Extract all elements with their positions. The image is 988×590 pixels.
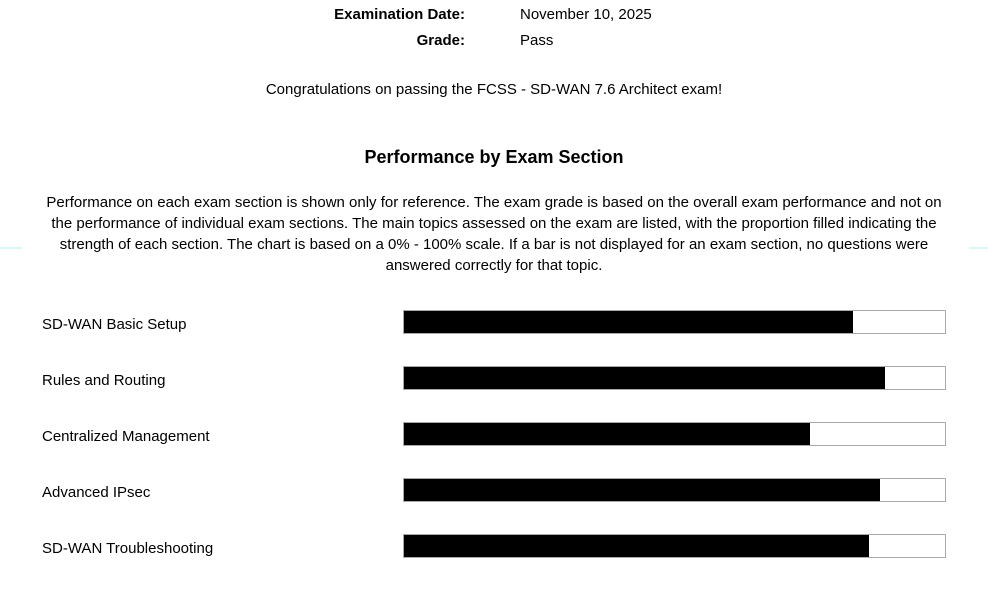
bar-fill xyxy=(404,535,870,557)
performance-chart: SD-WAN Basic Setup Rules and Routing Cen… xyxy=(0,310,988,590)
section-description: Performance on each exam section is show… xyxy=(36,192,952,276)
bar-track xyxy=(403,534,946,558)
bar-label: SD-WAN Basic Setup xyxy=(42,316,187,333)
bar-label: Rules and Routing xyxy=(42,372,166,389)
grade-label: Grade: xyxy=(416,32,465,49)
bar-track xyxy=(403,310,946,334)
bar-fill xyxy=(404,479,881,501)
bar-track xyxy=(403,478,946,502)
page-divider-right xyxy=(969,247,988,249)
bar-track xyxy=(403,422,946,446)
bar-track xyxy=(403,366,946,390)
bar-fill xyxy=(404,423,810,445)
chart-row: Rules and Routing xyxy=(0,366,988,391)
bar-label: Advanced IPsec xyxy=(42,484,151,501)
bar-label: Centralized Management xyxy=(42,428,210,445)
exam-date-value: November 10, 2025 xyxy=(520,6,652,23)
congratulations-text: Congratulations on passing the FCSS - SD… xyxy=(265,81,723,98)
chart-row: SD-WAN Basic Setup xyxy=(0,310,988,335)
chart-row: Centralized Management xyxy=(0,422,988,447)
chart-row: SD-WAN Troubleshooting xyxy=(0,534,988,559)
exam-date-row: Examination Date: November 10, 2025 xyxy=(0,2,988,28)
exam-info-table: Examination Date: November 10, 2025 Grad… xyxy=(0,2,988,54)
bar-fill xyxy=(404,311,854,333)
chart-row: Advanced IPsec xyxy=(0,478,988,503)
exam-date-label: Examination Date: xyxy=(334,6,465,23)
grade-value: Pass xyxy=(520,32,554,49)
bar-label: SD-WAN Troubleshooting xyxy=(42,540,214,557)
page-divider-left xyxy=(0,247,22,249)
bar-fill xyxy=(404,367,886,389)
grade-row: Grade: Pass xyxy=(0,28,988,54)
section-title: Performance by Exam Section xyxy=(364,147,624,167)
